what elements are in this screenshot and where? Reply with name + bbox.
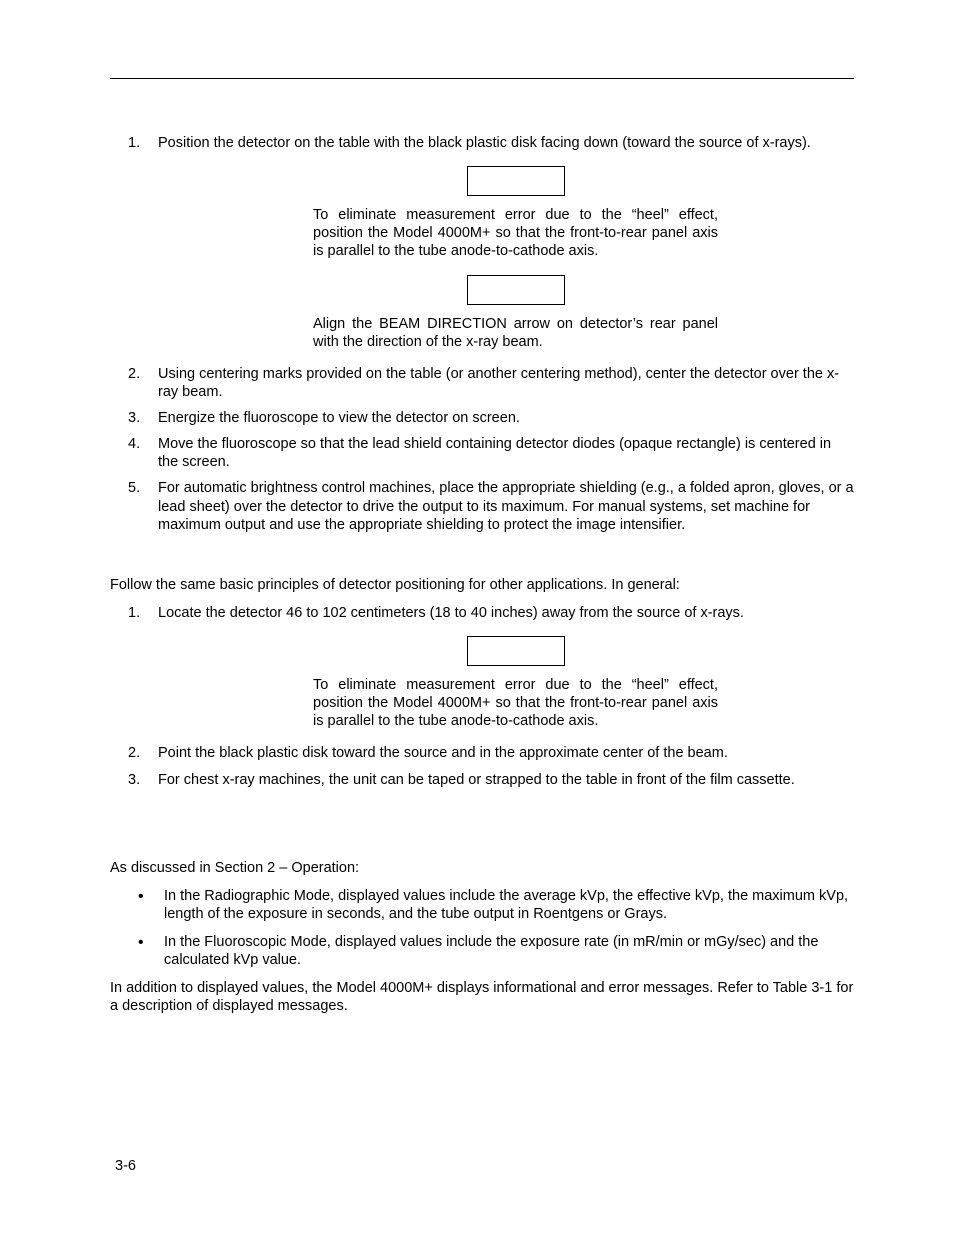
list-item: 1. Locate the detector 46 to 102 centime…	[128, 604, 854, 731]
list-number: 4.	[128, 435, 140, 453]
list-number: 3.	[128, 771, 140, 789]
list-item: 2. Using centering marks provided on the…	[128, 365, 854, 401]
list-item: 4. Move the fluoroscope so that the lead…	[128, 435, 854, 471]
list-b: 1. Locate the detector 46 to 102 centime…	[128, 604, 854, 789]
note-block: To eliminate measurement error due to th…	[313, 636, 718, 730]
list-item: In the Radiographic Mode, displayed valu…	[134, 887, 854, 923]
list-text: In the Radiographic Mode, displayed valu…	[164, 888, 848, 922]
list-text: Point the black plastic disk toward the …	[158, 745, 728, 761]
note-text: To eliminate measurement error due to th…	[313, 206, 718, 260]
note-box	[467, 275, 565, 305]
note-box	[467, 636, 565, 666]
top-rule	[110, 78, 854, 79]
paragraph: In addition to displayed values, the Mod…	[110, 979, 854, 1015]
paragraph: Follow the same basic principles of dete…	[110, 576, 854, 594]
list-text: In the Fluoroscopic Mode, displayed valu…	[164, 934, 818, 968]
list-text: Move the fluoroscope so that the lead sh…	[158, 436, 831, 470]
list-item: 3. For chest x-ray machines, the unit ca…	[128, 771, 854, 789]
list-text: Locate the detector 46 to 102 centimeter…	[158, 605, 744, 621]
list-a: 1. Position the detector on the table wi…	[128, 134, 854, 534]
page-number: 3-6	[115, 1157, 136, 1175]
note-text: To eliminate measurement error due to th…	[313, 676, 718, 730]
list-text: Energize the fluoroscope to view the det…	[158, 410, 520, 426]
list-number: 2.	[128, 744, 140, 762]
note-box	[467, 166, 565, 196]
list-text: Position the detector on the table with …	[158, 135, 811, 151]
paragraph: As discussed in Section 2 – Operation:	[110, 859, 854, 877]
list-number: 5.	[128, 479, 140, 497]
list-number: 3.	[128, 409, 140, 427]
list-text: For automatic brightness control machine…	[158, 480, 854, 532]
note-text: Align the BEAM DIRECTION arrow on detect…	[313, 315, 718, 351]
bullet-list: In the Radiographic Mode, displayed valu…	[134, 887, 854, 970]
list-item: In the Fluoroscopic Mode, displayed valu…	[134, 933, 854, 969]
list-item: 2. Point the black plastic disk toward t…	[128, 744, 854, 762]
list-item: 3. Energize the fluoroscope to view the …	[128, 409, 854, 427]
note-block: To eliminate measurement error due to th…	[313, 166, 718, 260]
note-block: Align the BEAM DIRECTION arrow on detect…	[313, 275, 718, 351]
list-number: 2.	[128, 365, 140, 383]
list-text: For chest x-ray machines, the unit can b…	[158, 772, 795, 788]
list-number: 1.	[128, 134, 140, 152]
list-item: 1. Position the detector on the table wi…	[128, 134, 854, 351]
list-number: 1.	[128, 604, 140, 622]
page: 1. Position the detector on the table wi…	[0, 0, 954, 1235]
list-item: 5. For automatic brightness control mach…	[128, 479, 854, 533]
list-text: Using centering marks provided on the ta…	[158, 366, 839, 400]
